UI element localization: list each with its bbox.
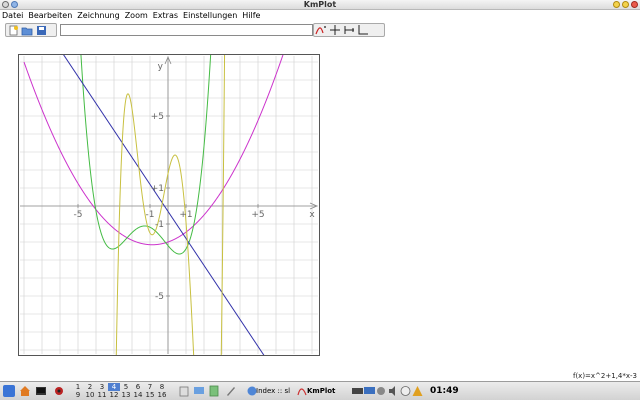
keyboard-icon[interactable]	[352, 385, 363, 397]
kmplot-task-icon	[296, 385, 308, 397]
axes-icon[interactable]	[342, 24, 356, 36]
y-tick-label: -5	[155, 292, 164, 302]
curves	[23, 54, 293, 356]
menu-einstellungen[interactable]: Einstellungen	[183, 11, 238, 20]
desktop-13[interactable]: 13	[121, 391, 131, 399]
status-function-text: f(x)=x^2+1,4*x-3	[572, 372, 637, 380]
desktop-pager: 1 2 3 4 5 6 7 8 9 10 11 12 13 14 15 16	[72, 383, 168, 399]
y-tick-label: +5	[151, 112, 164, 122]
menu-hilfe[interactable]: Hilfe	[242, 11, 261, 20]
function-input[interactable]	[60, 24, 313, 36]
display-icon[interactable]	[364, 385, 375, 397]
minimize-icon[interactable]	[613, 1, 620, 8]
desktop-7[interactable]: 7	[147, 383, 153, 391]
volume-icon[interactable]	[388, 385, 399, 397]
function-curve-1[interactable]	[23, 54, 293, 246]
task-index[interactable]: Index :: sl	[256, 387, 291, 395]
maximize-icon[interactable]	[622, 1, 629, 8]
desktop-8[interactable]: 8	[159, 383, 165, 391]
clock-tray-icon[interactable]	[400, 385, 411, 397]
desktop-12[interactable]: 12	[109, 391, 119, 399]
warning-icon[interactable]	[412, 385, 423, 397]
title-bar: KmPlot	[0, 0, 640, 10]
menu-zeichnung[interactable]: Zeichnung	[77, 11, 120, 20]
function-curve-4[interactable]	[115, 54, 226, 356]
desktop-2[interactable]: 2	[87, 383, 93, 391]
desktop-15[interactable]: 15	[145, 391, 155, 399]
y-tick-label: -1	[155, 220, 164, 230]
x-tick-label: +5	[251, 210, 264, 220]
new-file-icon[interactable]	[6, 24, 20, 36]
kde-menu-icon[interactable]	[3, 385, 15, 397]
function-curve-2[interactable]	[79, 54, 212, 255]
menu-datei[interactable]: Datei	[2, 11, 24, 20]
title-left-buttons	[2, 1, 18, 8]
menu-bar: Datei Bearbeiten Zeichnung Zoom Extras E…	[0, 10, 260, 21]
clipboard-icon[interactable]	[178, 385, 190, 397]
axis-labels: -5 -1 +1 +5 +5 +1 -1 -5 x y	[74, 62, 316, 302]
taskbar: 1 2 3 4 5 6 7 8 9 10 11 12 13 14 15 16 Index :: sl KmPl…	[0, 381, 640, 400]
desktop-6[interactable]: 6	[135, 383, 141, 391]
coordinate-system-icon[interactable]	[356, 24, 370, 36]
desktop-16[interactable]: 16	[157, 391, 167, 399]
desktop-1[interactable]: 1	[75, 383, 81, 391]
desktop-3[interactable]: 3	[99, 383, 105, 391]
desktop-10[interactable]: 10	[85, 391, 95, 399]
file-toolbar-group	[5, 23, 57, 37]
sticky-icon[interactable]	[11, 1, 18, 8]
x-tick-label: +1	[179, 210, 192, 220]
close-icon[interactable]	[631, 1, 638, 8]
menu-bearbeiten[interactable]: Bearbeiten	[28, 11, 73, 20]
desktop-4[interactable]: 4	[108, 383, 120, 391]
tools-toolbar-group	[313, 23, 385, 37]
menu-extras[interactable]: Extras	[152, 11, 179, 20]
new-function-icon[interactable]	[314, 24, 328, 36]
menu-zoom[interactable]: Zoom	[124, 11, 148, 20]
function-curve-3[interactable]	[45, 54, 285, 356]
save-icon[interactable]	[34, 24, 48, 36]
axes	[20, 55, 319, 354]
open-folder-icon[interactable]	[20, 24, 34, 36]
notes-icon[interactable]	[208, 385, 220, 397]
crosshair-icon[interactable]	[328, 24, 342, 36]
y-tick-label: +1	[151, 184, 164, 194]
network-icon[interactable]	[193, 385, 205, 397]
x-axis-arrow	[309, 202, 319, 210]
y-axis-arrow	[164, 55, 172, 65]
desktop-9[interactable]: 9	[75, 391, 81, 399]
terminal-icon[interactable]	[35, 385, 47, 397]
window-title: KmPlot	[303, 0, 337, 9]
pen-icon[interactable]	[225, 385, 237, 397]
plot-frame	[18, 54, 320, 356]
desktop-5[interactable]: 5	[123, 383, 129, 391]
task-kmplot[interactable]: KmPlot	[307, 387, 336, 395]
title-right-buttons	[613, 1, 638, 8]
y-axis-label: y	[158, 62, 164, 72]
x-tick-label: -5	[74, 210, 83, 220]
window-menu-icon[interactable]	[2, 1, 9, 8]
x-axis-label: x	[309, 210, 315, 220]
home-icon[interactable]	[19, 385, 31, 397]
bug-icon[interactable]	[53, 385, 65, 397]
clock[interactable]: 01:49	[430, 386, 459, 396]
toolbar	[0, 22, 640, 38]
x-tick-label: -1	[146, 210, 155, 220]
desktop-14[interactable]: 14	[133, 391, 143, 399]
konqueror-task-icon	[246, 385, 258, 397]
plot-area[interactable]: -5 -1 +1 +5 +5 +1 -1 -5 x y	[18, 54, 320, 356]
desktop-11[interactable]: 11	[97, 391, 107, 399]
tray-app-icon[interactable]	[376, 385, 387, 397]
